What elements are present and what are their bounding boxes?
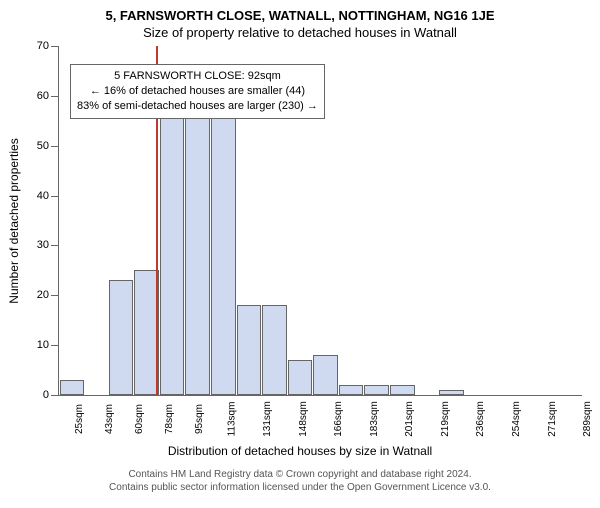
histogram-bar <box>339 385 364 395</box>
y-tick-label: 40 <box>37 190 49 202</box>
x-tick-label: 148sqm <box>297 401 308 437</box>
x-tick-label: 236sqm <box>475 401 486 437</box>
x-axis-label: Distribution of detached houses by size … <box>0 444 600 458</box>
y-axis-label: Number of detached properties <box>7 138 21 303</box>
y-tick <box>51 245 59 246</box>
footer-line-2: Contains public sector information licen… <box>0 481 600 494</box>
callout-line-2: ← 16% of detached houses are smaller (44… <box>77 84 318 99</box>
histogram-bar <box>313 355 338 395</box>
x-tick-label: 131sqm <box>262 401 273 437</box>
x-tick-label: 25sqm <box>74 404 85 434</box>
histogram-bar <box>185 116 210 395</box>
histogram-bar <box>288 360 313 395</box>
page-subtitle: Size of property relative to detached ho… <box>0 25 600 40</box>
histogram-bar <box>211 116 236 395</box>
histogram-bar <box>262 305 287 395</box>
y-tick <box>51 146 59 147</box>
y-tick <box>51 196 59 197</box>
y-tick-label: 30 <box>37 239 49 251</box>
x-tick-label: 289sqm <box>582 401 593 437</box>
histogram-bar <box>160 106 185 395</box>
y-tick <box>51 46 59 47</box>
x-tick-label: 271sqm <box>546 401 557 437</box>
x-tick-label: 166sqm <box>333 401 344 437</box>
histogram-bar <box>237 305 262 395</box>
y-tick-label: 0 <box>43 389 49 401</box>
histogram-bar <box>390 385 415 395</box>
x-tick-label: 201sqm <box>404 401 415 437</box>
y-tick-label: 20 <box>37 289 49 301</box>
x-tick-label: 95sqm <box>194 404 205 434</box>
x-tick-label: 254sqm <box>511 401 522 437</box>
callout-line-1: 5 FARNSWORTH CLOSE: 92sqm <box>77 69 318 84</box>
y-tick-label: 60 <box>37 90 49 102</box>
histogram-bar <box>364 385 389 395</box>
footer: Contains HM Land Registry data © Crown c… <box>0 468 600 494</box>
x-tick-label: 78sqm <box>164 404 175 434</box>
property-callout: 5 FARNSWORTH CLOSE: 92sqm ← 16% of detac… <box>70 64 325 119</box>
y-tick <box>51 395 59 396</box>
x-tick-label: 113sqm <box>227 402 238 437</box>
page-title: 5, FARNSWORTH CLOSE, WATNALL, NOTTINGHAM… <box>0 8 600 23</box>
y-tick-label: 70 <box>37 40 49 52</box>
y-tick <box>51 345 59 346</box>
x-tick-label: 219sqm <box>440 401 451 437</box>
y-tick-label: 50 <box>37 140 49 152</box>
x-tick-label: 43sqm <box>104 404 115 434</box>
callout-line-3: 83% of semi-detached houses are larger (… <box>77 99 318 114</box>
x-ticks: 25sqm43sqm60sqm78sqm95sqm113sqm131sqm148… <box>59 395 582 410</box>
x-tick-label: 60sqm <box>134 404 145 434</box>
histogram-bar <box>109 280 134 395</box>
histogram-bar <box>60 380 85 395</box>
y-tick <box>51 96 59 97</box>
x-tick-label: 183sqm <box>368 401 379 437</box>
footer-line-1: Contains HM Land Registry data © Crown c… <box>0 468 600 481</box>
y-tick <box>51 295 59 296</box>
y-tick-label: 10 <box>37 339 49 351</box>
